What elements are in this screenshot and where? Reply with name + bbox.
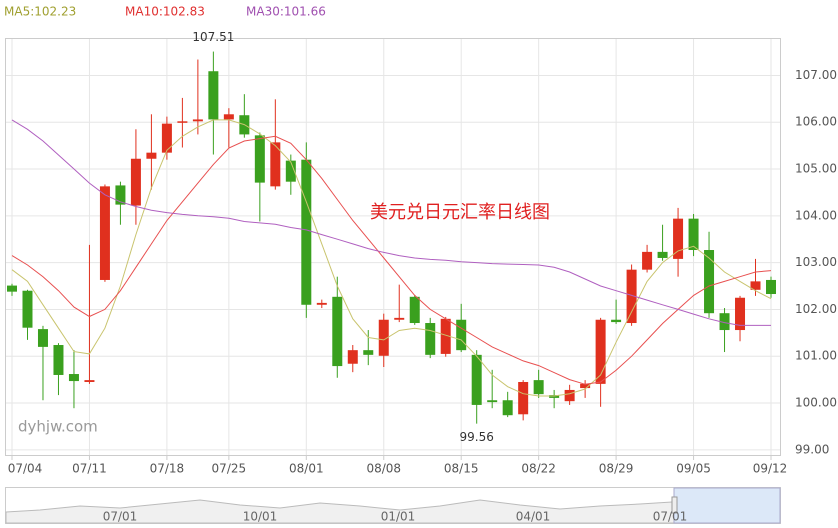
candle-body	[487, 400, 498, 403]
candle-body	[533, 380, 544, 395]
navigator-label: 10/01	[243, 510, 278, 524]
candle-body	[673, 218, 684, 259]
candle-body	[688, 218, 699, 251]
candle-body	[657, 251, 668, 258]
y-tick-label: 100.00	[795, 396, 837, 410]
candle-body	[518, 381, 529, 415]
candle-body	[99, 186, 110, 280]
watermark: dyhjw.com	[18, 418, 98, 436]
navigator-handle[interactable]	[671, 496, 678, 514]
legend-entry: MA30:101.66	[246, 5, 326, 19]
legend-entry: MA10:102.83	[125, 5, 205, 19]
candle-body	[580, 383, 591, 389]
x-tick-label: 08/29	[599, 462, 634, 476]
chart-title: 美元兑日元汇率日线图	[370, 202, 550, 223]
y-tick-label: 103.00	[795, 255, 837, 269]
candle-body	[192, 119, 203, 122]
candle-body	[177, 121, 188, 123]
candle-body	[301, 159, 312, 305]
candle-body	[626, 269, 637, 324]
navigator-label: 07/01	[103, 510, 138, 524]
candle-body	[456, 319, 467, 351]
x-tick-label: 07/18	[150, 462, 185, 476]
y-tick-label: 101.00	[795, 349, 837, 363]
ma-line	[11, 135, 772, 385]
ma-line	[11, 119, 772, 397]
candle-body	[285, 160, 296, 182]
candle-body	[208, 71, 219, 120]
candle-body	[425, 323, 436, 355]
navigator-label: 07/01	[653, 510, 688, 524]
candle-body	[37, 329, 48, 347]
y-tick-label: 107.00	[795, 68, 837, 82]
navigator-selection[interactable]	[673, 487, 781, 524]
candle-body	[595, 319, 606, 384]
x-tick-label: 08/08	[366, 462, 401, 476]
candle-body	[130, 158, 141, 206]
candle-body	[471, 354, 482, 405]
navigator-label: 01/01	[381, 510, 416, 524]
x-tick-label: 09/05	[676, 462, 711, 476]
candle-body	[7, 285, 17, 292]
candle-body	[22, 290, 33, 328]
candle-body	[719, 313, 730, 331]
candle-body	[53, 345, 64, 375]
y-tick-label: 106.00	[795, 115, 837, 129]
candle-body	[161, 123, 172, 153]
candle-body	[642, 251, 653, 270]
candle-body	[84, 380, 95, 382]
candle-body	[115, 185, 126, 205]
y-tick-label: 105.00	[795, 162, 837, 176]
y-tick-label: 104.00	[795, 208, 837, 222]
candle-body	[270, 142, 281, 187]
candle-body	[564, 389, 575, 402]
candle-body	[254, 135, 265, 183]
x-tick-label: 07/11	[72, 462, 107, 476]
candle-body	[223, 114, 234, 120]
x-tick-label: 09/12	[753, 462, 788, 476]
candle-body	[363, 350, 374, 355]
plot-frame	[5, 38, 781, 456]
ma-line	[11, 119, 771, 326]
legend-entry: MA5:102.23	[4, 5, 76, 19]
navigator-label: 04/01	[516, 510, 551, 524]
x-tick-label: 07/25	[212, 462, 247, 476]
min-label: 99.56	[460, 430, 494, 444]
candle-body	[347, 350, 358, 364]
candle-body	[766, 279, 776, 295]
x-tick-label: 08/01	[289, 462, 324, 476]
max-label: 107.51	[192, 30, 234, 44]
candle-body	[704, 250, 715, 314]
candle-body	[378, 319, 389, 356]
candle-body	[409, 296, 420, 324]
candle-body	[611, 319, 622, 323]
x-tick-label: 07/04	[8, 462, 43, 476]
candle-body	[332, 296, 343, 367]
y-tick-label: 102.00	[795, 302, 837, 316]
x-tick-label: 08/22	[521, 462, 556, 476]
x-tick-label: 08/15	[444, 462, 479, 476]
candle-body	[316, 302, 327, 305]
candle-body	[750, 281, 761, 290]
candle-body	[502, 400, 513, 416]
candle-body	[68, 374, 79, 382]
candle-body	[440, 318, 451, 354]
candle-body	[735, 297, 746, 331]
y-tick-label: 99.00	[795, 442, 829, 456]
candle-body	[394, 317, 405, 320]
candle-body	[146, 152, 157, 159]
